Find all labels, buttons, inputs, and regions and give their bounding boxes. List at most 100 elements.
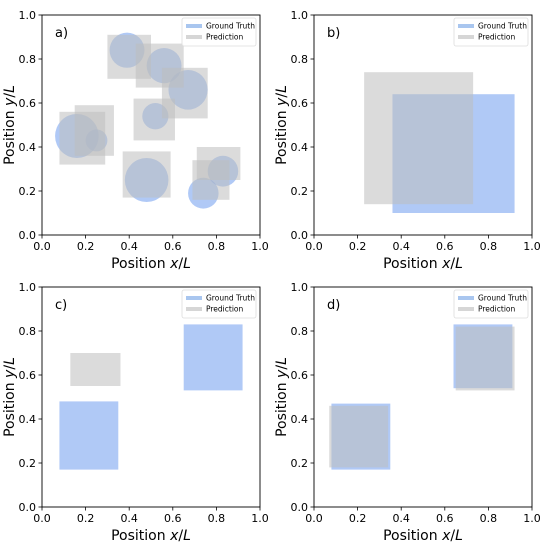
- legend-label-prediction: Prediction: [206, 305, 244, 314]
- axes-frame: [41, 14, 261, 236]
- legend: Ground Truth Prediction: [181, 289, 257, 319]
- legend: Ground Truth Prediction: [453, 289, 529, 319]
- legend-label-ground-truth: Ground Truth: [206, 294, 255, 303]
- panel-label: c): [55, 298, 67, 313]
- x-tick-label: 0.2: [77, 512, 95, 525]
- x-tick-label: 0.4: [392, 512, 410, 525]
- ground-truth-box: [59, 401, 119, 470]
- prediction-box: [196, 147, 241, 180]
- y-tick-label: 1.0: [19, 9, 37, 22]
- legend-swatch-ground-truth: [186, 296, 202, 300]
- y-tick-label: 0.8: [291, 53, 309, 66]
- y-tick-label: 1.0: [291, 281, 309, 294]
- plot-area: [55, 32, 241, 209]
- axes-frame: [313, 14, 533, 236]
- y-tick-label: 0.6: [19, 369, 37, 382]
- axes-frame: [313, 286, 533, 508]
- y-tick-label: 0.6: [291, 369, 309, 382]
- y-tick-label: 0.8: [291, 325, 309, 338]
- x-tick-label: 0.0: [305, 512, 323, 525]
- legend: Ground Truth Prediction: [181, 17, 257, 47]
- panel-1: 0.0 0.2 0.4 0.6 0.8 1.0 0.0 0.2 0.4 0.6 0.8 1.0 Posi…: [2, 9, 269, 272]
- x-tick-label: 0.8: [480, 240, 498, 253]
- y-tick-label: 0.6: [291, 97, 309, 110]
- y-tick-label: 1.0: [19, 281, 37, 294]
- x-tick-label: 0.0: [305, 240, 323, 253]
- x-axis-label: Position x/L: [111, 528, 191, 544]
- x-tick-label: 1.0: [251, 240, 269, 253]
- panel-label: b): [327, 26, 340, 41]
- legend-label-ground-truth: Ground Truth: [478, 22, 527, 31]
- x-axis-label: Position x/L: [383, 256, 463, 272]
- x-tick-label: 0.4: [120, 512, 138, 525]
- x-tick-label: 0.4: [120, 240, 138, 253]
- prediction-box: [133, 98, 175, 141]
- x-tick-label: 0.2: [349, 512, 367, 525]
- y-axis-label: Position y/L: [2, 85, 18, 165]
- y-tick-label: 0.4: [291, 413, 309, 426]
- y-tick-label: 0.4: [291, 141, 309, 154]
- y-tick-label: 0.4: [19, 141, 37, 154]
- x-tick-label: 0.0: [33, 240, 51, 253]
- legend-swatch-ground-truth: [458, 296, 474, 300]
- y-tick-label: 1.0: [291, 9, 309, 22]
- panel-3: 0.0 0.2 0.4 0.6 0.8 1.0 0.0 0.2 0.4 0.6 0.8 1.0 Posi…: [2, 281, 269, 544]
- y-tick-label: 0.2: [19, 457, 37, 470]
- plot-area: [364, 72, 515, 213]
- x-tick-label: 0.6: [164, 512, 182, 525]
- y-tick-label: 0.8: [19, 53, 37, 66]
- x-tick-label: 0.8: [208, 240, 226, 253]
- x-tick-label: 0.6: [436, 512, 454, 525]
- y-tick-label: 0.4: [19, 413, 37, 426]
- legend-label-prediction: Prediction: [206, 33, 244, 42]
- prediction-box: [70, 353, 121, 386]
- x-tick-label: 0.6: [436, 240, 454, 253]
- x-tick-label: 0.0: [33, 512, 51, 525]
- legend-swatch-prediction: [458, 35, 474, 39]
- y-axis-label: Position y/L: [2, 357, 18, 437]
- y-tick-label: 0.0: [19, 229, 37, 242]
- prediction-box: [122, 151, 171, 198]
- x-axis-label: Position x/L: [383, 528, 463, 544]
- legend-label-prediction: Prediction: [478, 305, 516, 314]
- ground-truth-box: [183, 324, 243, 391]
- x-tick-label: 0.8: [480, 512, 498, 525]
- y-tick-label: 0.6: [19, 97, 37, 110]
- x-tick-label: 1.0: [523, 512, 540, 525]
- y-tick-label: 0.2: [19, 185, 37, 198]
- legend-swatch-ground-truth: [458, 24, 474, 28]
- prediction-box: [455, 326, 515, 391]
- legend-label-ground-truth: Ground Truth: [478, 294, 527, 303]
- y-axis-label: Position y/L: [274, 357, 290, 437]
- plot-area: [59, 324, 243, 470]
- axes-frame: [41, 286, 261, 508]
- y-tick-label: 0.2: [291, 457, 309, 470]
- x-tick-label: 0.4: [392, 240, 410, 253]
- panel-label: d): [327, 298, 340, 313]
- x-tick-label: 0.6: [164, 240, 182, 253]
- y-tick-label: 0.0: [291, 501, 309, 514]
- legend-swatch-prediction: [186, 307, 202, 311]
- legend-swatch-prediction: [186, 35, 202, 39]
- y-tick-label: 0.0: [291, 229, 309, 242]
- prediction-box: [329, 405, 389, 468]
- panel-2: 0.0 0.2 0.4 0.6 0.8 1.0 0.0 0.2 0.4 0.6 0.8 1.0 Posi…: [274, 9, 540, 272]
- prediction-box: [364, 72, 474, 205]
- legend: Ground Truth Prediction: [453, 17, 529, 47]
- legend-label-ground-truth: Ground Truth: [206, 22, 255, 31]
- y-tick-label: 0.2: [291, 185, 309, 198]
- y-tick-label: 0.8: [19, 325, 37, 338]
- x-tick-label: 0.2: [349, 240, 367, 253]
- plot-area: [329, 324, 515, 470]
- legend-label-prediction: Prediction: [478, 33, 516, 42]
- legend-swatch-ground-truth: [186, 24, 202, 28]
- x-tick-label: 1.0: [523, 240, 540, 253]
- y-tick-label: 0.0: [19, 501, 37, 514]
- x-tick-label: 0.2: [77, 240, 95, 253]
- x-tick-label: 1.0: [251, 512, 269, 525]
- prediction-box: [74, 105, 114, 156]
- x-axis-label: Position x/L: [111, 256, 191, 272]
- panel-4: 0.0 0.2 0.4 0.6 0.8 1.0 0.0 0.2 0.4 0.6 0.8 1.0 Posi…: [274, 281, 540, 544]
- panel-label: a): [55, 26, 68, 41]
